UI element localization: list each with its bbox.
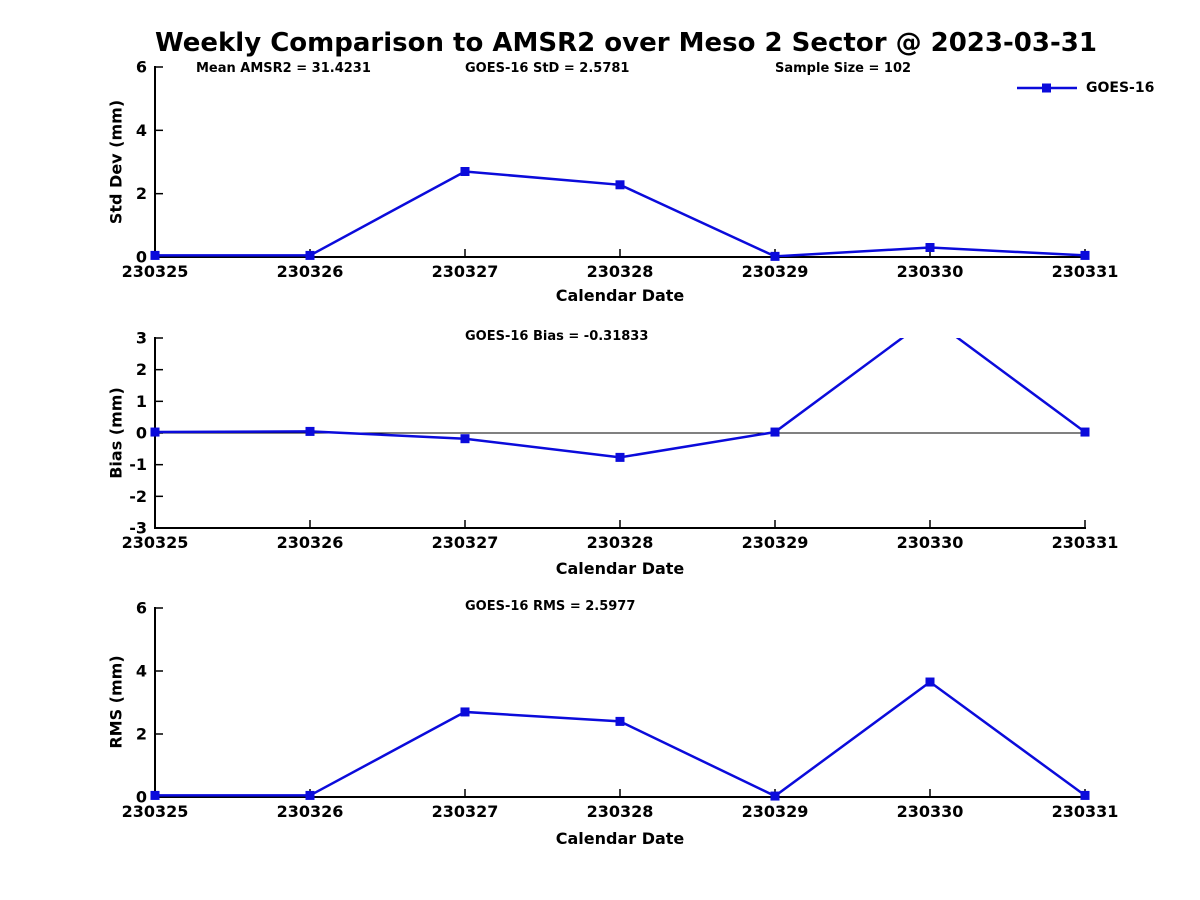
x-tick-labels: 230325 230326 230327 230328 230329 230330 2303… [122,802,1119,821]
svg-text:0: 0 [136,424,147,443]
axis-spines [154,607,1086,798]
svg-text:2: 2 [136,360,147,379]
svg-text:230331: 230331 [1052,802,1119,821]
svg-text:230330: 230330 [897,262,964,281]
x-tick-labels: 230325 230326 230327 230328 230329 230330 2303… [122,262,1119,281]
svg-text:0: 0 [136,788,147,807]
annotation-sample-size: Sample Size = 102 [775,61,912,76]
svg-text:3: 3 [136,329,147,348]
x-ticks [154,520,1086,528]
rms-y-axis-label: RMS (mm) [106,655,126,749]
svg-text:230325: 230325 [122,533,189,552]
svg-text:6: 6 [136,58,147,77]
annotation-mean-amsr2: Mean AMSR2 = 31.4231 [196,61,371,76]
data-markers [150,426,1090,462]
svg-text:-2: -2 [129,487,147,506]
svg-text:230329: 230329 [742,802,809,821]
figure-title: Weekly Comparison to AMSR2 over Meso 2 S… [155,28,1097,58]
svg-text:230330: 230330 [897,802,964,821]
svg-text:-3: -3 [129,519,147,538]
legend: GOES-16 [1015,80,1154,96]
axis-spines [154,66,1086,258]
svg-text:6: 6 [136,599,147,618]
svg-text:230329: 230329 [742,533,809,552]
y-tick-labels: 0 2 4 6 [136,58,147,267]
bias-panel-plot: -3 -2 -1 0 1 2 3 230325 230326 230327 230328 230329… [122,329,1119,553]
annotation-goes16-rms: GOES-16 RMS = 2.5977 [465,599,636,614]
y-ticks [155,66,163,258]
data-markers [150,167,1090,261]
svg-text:230326: 230326 [277,533,344,552]
legend-line-icon [1017,83,1077,93]
stddev-x-axis-label: Calendar Date [555,286,685,305]
svg-text:230328: 230328 [587,262,654,281]
svg-text:4: 4 [136,662,147,681]
y-tick-labels: 0 2 4 6 [136,599,147,807]
svg-text:2: 2 [136,184,147,203]
stddev-y-axis-label: Std Dev (mm) [106,99,126,225]
bias-y-axis-label: Bias (mm) [106,387,126,479]
rms-x-axis-label: Calendar Date [555,829,685,848]
rms-panel-plot: 0 2 4 6 230325 230326 230327 230328 230329 230330… [122,599,1119,822]
svg-text:230331: 230331 [1052,533,1119,552]
svg-text:230327: 230327 [432,802,499,821]
y-tick-labels: -3 -2 -1 0 1 2 3 [129,329,147,538]
svg-text:230329: 230329 [742,262,809,281]
y-ticks [155,607,163,798]
svg-text:1: 1 [136,392,147,411]
svg-text:230331: 230331 [1052,262,1119,281]
data-line [155,680,1085,797]
svg-text:2: 2 [136,725,147,744]
svg-text:230325: 230325 [122,262,189,281]
x-tick-labels: 230325 230326 230327 230328 230329 230330 2303… [122,533,1119,552]
bias-x-axis-label: Calendar Date [555,559,685,578]
svg-text:230327: 230327 [432,533,499,552]
svg-text:230327: 230327 [432,262,499,281]
annotation-goes16-bias: GOES-16 Bias = -0.31833 [465,329,649,344]
data-markers [150,677,1090,801]
annotation-goes16-std: GOES-16 StD = 2.5781 [465,61,630,76]
svg-text:230325: 230325 [122,802,189,821]
svg-text:230326: 230326 [277,802,344,821]
svg-text:4: 4 [136,121,147,140]
svg-text:-1: -1 [129,455,147,474]
svg-text:230328: 230328 [587,533,654,552]
svg-text:230326: 230326 [277,262,344,281]
svg-text:0: 0 [136,248,147,267]
svg-text:230330: 230330 [897,533,964,552]
std-dev-panel-plot: 0 2 4 6 230325 230326 230327 230328 230329 230330… [122,58,1119,282]
legend-label: GOES-16 [1086,80,1155,96]
svg-text:230328: 230328 [587,802,654,821]
